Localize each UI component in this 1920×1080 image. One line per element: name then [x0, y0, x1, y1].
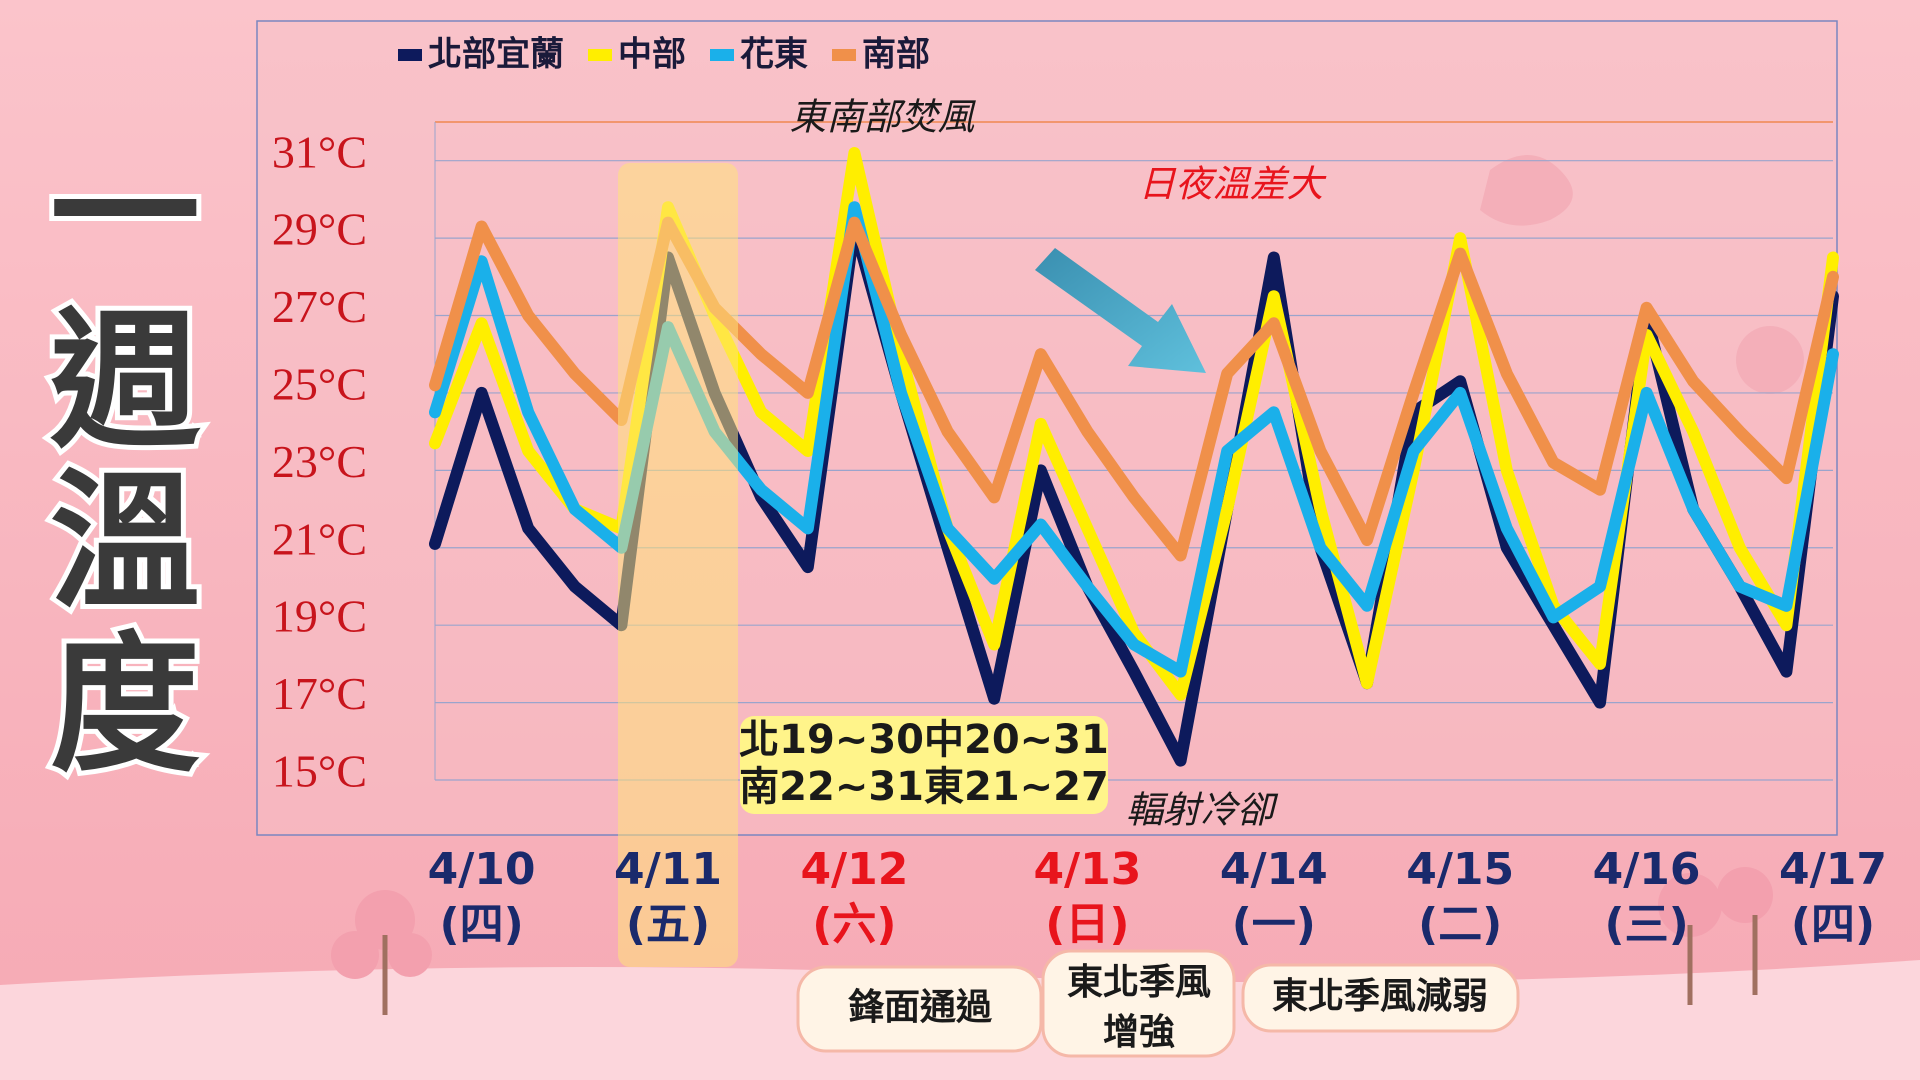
y-tick-label: 25°C — [272, 359, 367, 410]
legend-label: 中部 — [618, 35, 686, 75]
y-tick-label: 17°C — [272, 668, 367, 719]
range-text: 北19~30中20~31 — [739, 717, 1109, 763]
title-char: 週 — [50, 295, 201, 469]
x-tick-label: 4/11 — [614, 844, 722, 895]
x-tick-label: 4/10 — [428, 844, 536, 895]
x-tick-label: 4/14 — [1220, 844, 1328, 895]
arrow — [1035, 248, 1206, 373]
legend-swatch — [832, 49, 856, 61]
petal — [1480, 155, 1573, 226]
y-tick-label: 23°C — [272, 436, 367, 487]
x-tick-weekday: (一) — [1232, 899, 1316, 950]
x-tick-weekday: (三) — [1604, 899, 1688, 950]
x-tick-weekday: (四) — [439, 899, 523, 950]
event-text: 東北季風 — [1067, 962, 1211, 1003]
range-text: 南22~31東21~27 — [739, 764, 1109, 810]
event-box — [1241, 963, 1520, 1033]
highlight-band — [618, 163, 738, 967]
legend-swatch — [588, 49, 612, 61]
tree-right — [1658, 326, 1804, 1005]
page-title: 一 週 溫 度 — [45, 123, 206, 798]
legend-label: 花東 — [740, 35, 808, 75]
x-tick-label: 4/15 — [1406, 844, 1514, 895]
event-text: 鋒面通過 — [848, 987, 993, 1028]
title-char: 度 — [50, 619, 200, 793]
y-tick-label: 21°C — [272, 513, 367, 564]
annotation: 東南部焚風 — [790, 96, 977, 139]
tree-left — [331, 890, 432, 1015]
title-char: 溫 — [50, 456, 200, 630]
annotation: 日夜溫差大 — [1139, 163, 1327, 206]
title-char: 一 — [50, 128, 200, 302]
x-tick-weekday: (四) — [1791, 899, 1875, 950]
y-tick-label: 31°C — [272, 126, 367, 177]
legend-swatch — [710, 49, 734, 61]
y-tick-label: 15°C — [272, 746, 367, 797]
x-tick-label: 4/12 — [800, 844, 908, 895]
legend: 北部宜蘭 中部 花東 南部 — [398, 35, 930, 75]
event-text: 東北季風減弱 — [1272, 976, 1488, 1017]
x-tick-weekday: (日) — [1045, 899, 1129, 950]
y-tick-label: 27°C — [272, 281, 367, 332]
legend-swatch — [398, 49, 422, 61]
legend-label: 北部宜蘭 — [428, 35, 564, 75]
x-tick-label: 4/17 — [1779, 844, 1887, 895]
x-tick-label: 4/16 — [1593, 844, 1701, 895]
x-axis-labels: 4/10(四)4/11(五)4/12(六)4/13(日)4/14(一)4/15(… — [428, 844, 1887, 950]
x-tick-label: 4/13 — [1033, 844, 1141, 895]
x-tick-weekday: (六) — [812, 899, 896, 950]
y-tick-label: 19°C — [272, 591, 367, 642]
legend-label: 南部 — [862, 35, 930, 75]
annotation: 輻射冷卻 — [1126, 789, 1279, 832]
y-tick-label: 29°C — [272, 204, 367, 255]
event-box — [1041, 949, 1236, 1058]
x-tick-weekday: (五) — [626, 899, 710, 950]
y-axis-labels: 15°C 17°C 19°C 21°C 23°C 25°C 27°C 29°C 31°C — [272, 126, 367, 796]
event-box — [796, 965, 1043, 1053]
x-tick-weekday: (二) — [1418, 899, 1502, 950]
event-text: 增強 — [1103, 1012, 1175, 1053]
range-box — [740, 716, 1108, 814]
